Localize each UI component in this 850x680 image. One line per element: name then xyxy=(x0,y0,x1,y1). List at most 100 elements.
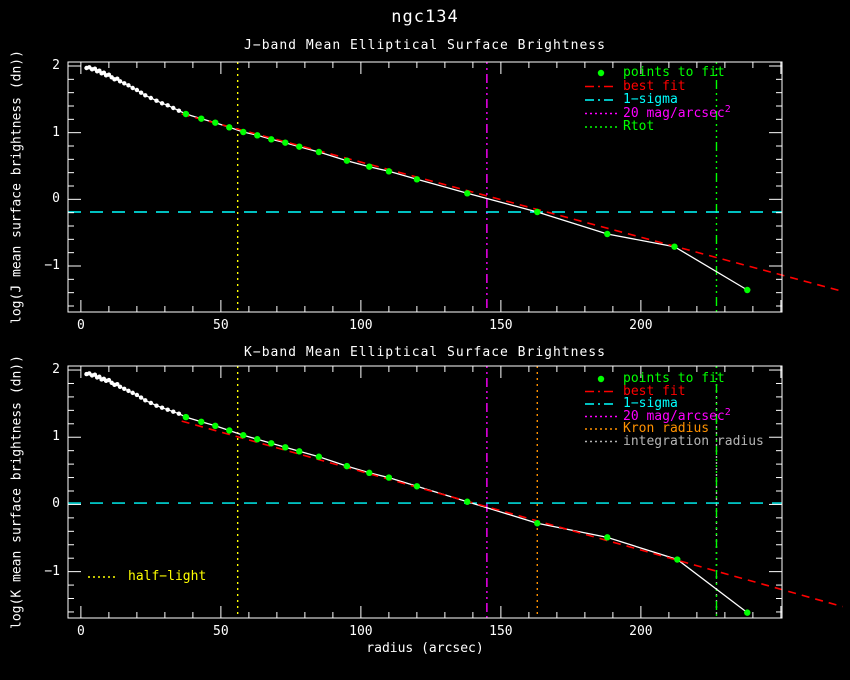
y-tick-label: 2 xyxy=(52,362,60,378)
profile-point-j xyxy=(106,72,112,77)
fit-point-k xyxy=(282,444,289,451)
profile-point-j xyxy=(171,105,176,111)
fit-point-j xyxy=(240,128,247,136)
legend-item-label: best fit xyxy=(623,383,686,399)
profile-point-k xyxy=(148,400,154,406)
x-tick-label: 0 xyxy=(76,318,85,333)
fit-point-k xyxy=(385,474,393,481)
fit-point-k xyxy=(240,432,247,439)
y-tick-label: 2 xyxy=(52,58,60,73)
profile-point-j xyxy=(143,93,148,98)
fit-point-k xyxy=(744,609,751,616)
fit-point-k xyxy=(413,483,421,490)
profile-point-j xyxy=(159,101,165,106)
fit-point-j xyxy=(296,143,303,150)
legend-marker-dot xyxy=(597,375,605,383)
best-fit-line-k xyxy=(181,420,843,608)
fit-point-j xyxy=(198,115,205,122)
y-tick-label: −1 xyxy=(44,258,60,273)
plot-title-j: J−band Mean Elliptical Surface Brightnes… xyxy=(244,38,606,53)
fit-point-j xyxy=(315,148,323,156)
fit-point-j xyxy=(464,190,471,197)
y-tick-label: 0 xyxy=(52,191,60,207)
fit-point-j xyxy=(385,168,393,175)
profile-point-k xyxy=(176,411,182,416)
y-tick-label: 0 xyxy=(52,496,60,512)
fit-point-j xyxy=(254,132,261,139)
fit-point-j xyxy=(671,243,678,250)
profile-point-k xyxy=(106,377,112,383)
profile-point-j xyxy=(117,79,123,84)
y-tick-label: 1 xyxy=(52,124,60,140)
fit-point-k xyxy=(212,422,219,430)
legend-superscript: 2 xyxy=(724,406,731,418)
x-tick-label: 100 xyxy=(349,624,373,639)
plot-title-k: K−band Mean Elliptical Surface Brightnes… xyxy=(244,345,606,360)
x-axis-label: radius (arcsec) xyxy=(366,641,484,656)
fit-point-k xyxy=(182,413,190,421)
page-title: ngc134 xyxy=(391,7,459,27)
fit-point-k xyxy=(268,440,275,447)
fit-point-j xyxy=(604,230,611,238)
fit-point-j xyxy=(366,163,373,170)
profile-point-k xyxy=(126,388,131,394)
fit-point-j xyxy=(182,110,190,118)
profile-point-j xyxy=(134,87,140,93)
plot-frame-j xyxy=(67,61,783,313)
profile-point-k xyxy=(134,392,140,398)
fit-point-k xyxy=(604,534,611,541)
profile-point-k xyxy=(130,390,135,396)
fit-point-j xyxy=(744,286,751,294)
profile-point-k xyxy=(143,398,148,403)
fit-point-k xyxy=(315,453,323,460)
x-tick-label: 150 xyxy=(489,624,513,639)
profile-point-j xyxy=(115,76,120,81)
profile-point-k xyxy=(171,409,176,414)
x-tick-label: 200 xyxy=(629,318,653,333)
x-tick-label: 0 xyxy=(76,624,85,639)
y-tick-label: −1 xyxy=(44,563,60,579)
x-tick-label: 100 xyxy=(349,318,373,333)
y-axis-label-k: log(K mean surface brightness (dn)) xyxy=(9,355,25,629)
fit-point-k xyxy=(534,520,541,527)
profile-point-j xyxy=(148,95,154,101)
fit-point-j xyxy=(534,208,541,216)
legend-item-label: 20 mag/arcsec2 xyxy=(623,406,731,424)
legend-superscript: 2 xyxy=(724,103,731,115)
profile-point-j xyxy=(176,108,182,113)
x-tick-label: 50 xyxy=(213,624,229,639)
fit-point-j xyxy=(268,136,275,143)
legend-item-label: points to fit xyxy=(623,371,725,386)
legend-item-label: 1−sigma xyxy=(623,396,678,411)
profile-point-j xyxy=(130,85,135,91)
legend-item-label: 1−sigma xyxy=(623,92,678,107)
legend-item-label: points to fit xyxy=(623,65,725,80)
fit-point-k xyxy=(226,427,233,434)
profile-point-k xyxy=(115,381,120,387)
x-tick-label: 150 xyxy=(489,318,513,333)
fit-point-j xyxy=(343,157,351,164)
fit-point-j xyxy=(282,139,289,146)
profile-point-k xyxy=(117,384,123,390)
fit-point-k xyxy=(198,418,205,425)
legend-item-label: Kron radius xyxy=(623,421,710,436)
profile-point-j xyxy=(122,81,127,86)
legend-item-label: 20 mag/arcsec2 xyxy=(623,103,731,121)
x-tick-label: 50 xyxy=(213,318,229,333)
legend-item-label: integration radius xyxy=(623,433,764,449)
legend-marker-dot xyxy=(597,69,605,77)
profile-point-k xyxy=(138,395,144,400)
profile-point-k xyxy=(159,405,165,410)
fit-point-k xyxy=(254,436,261,443)
profile-point-j xyxy=(154,98,159,103)
fit-point-k xyxy=(464,498,471,505)
legend-item-label: best fit xyxy=(623,78,686,94)
profile-point-k xyxy=(122,386,127,392)
fit-point-k xyxy=(296,448,303,455)
legend-item-label: Rtot xyxy=(623,119,655,134)
fit-point-k xyxy=(674,556,681,563)
fit-point-k xyxy=(343,462,351,470)
y-tick-label: 1 xyxy=(52,429,60,445)
